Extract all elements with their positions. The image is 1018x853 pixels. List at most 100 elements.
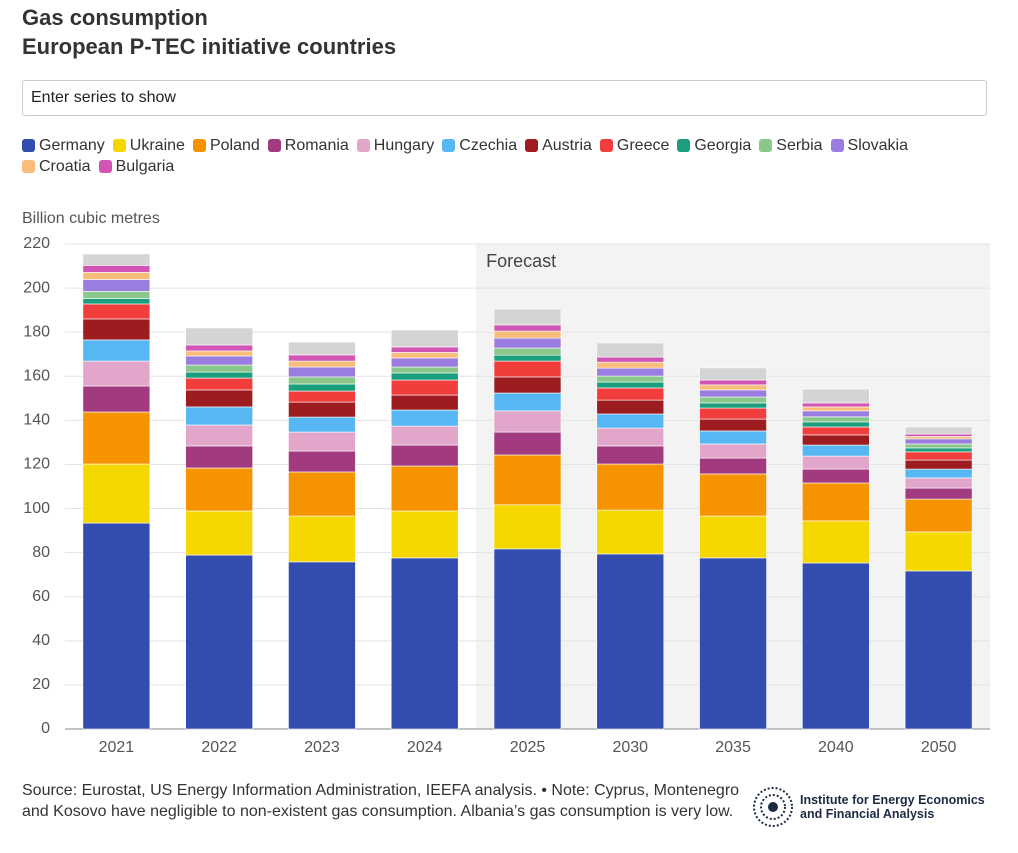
legend-label: Greece: [616, 136, 670, 154]
bar-segment: [699, 430, 767, 445]
y-tick-label: 20: [32, 676, 50, 693]
legend-item[interactable]: Serbia: [759, 136, 823, 155]
bar-segment: [185, 327, 253, 346]
bar-segment: [185, 377, 253, 391]
bar-segment: [596, 387, 665, 401]
legend-label: Romania: [284, 136, 349, 154]
legend-item[interactable]: Bulgaria: [98, 157, 174, 176]
bar-segment: [493, 504, 562, 550]
bar-segment: [82, 279, 151, 292]
bar-segment: [596, 509, 665, 555]
legend-swatch: [192, 139, 206, 152]
bar-segment: [185, 406, 253, 426]
bar-segment: [699, 389, 767, 398]
bar-segment: [493, 410, 562, 433]
bar-segment: [390, 357, 459, 368]
x-tick-label: 2030: [612, 739, 648, 756]
legend-item[interactable]: Greece: [599, 136, 670, 155]
logo-text: Institute for Energy Economics and Finan…: [800, 793, 985, 821]
bar-segment: [699, 367, 767, 381]
legend-label: Croatia: [39, 157, 91, 175]
legend-item[interactable]: Czechia: [442, 136, 517, 155]
chart-subtitle: European P-TEC initiative countries: [22, 34, 397, 59]
bar-segment: [802, 455, 870, 470]
legend-swatch: [267, 139, 281, 152]
bar-segment: [802, 402, 870, 408]
forecast-label: Forecast: [486, 251, 556, 271]
bar-segment: [802, 426, 870, 436]
bar-segment: [185, 344, 253, 352]
bar-segment: [904, 498, 973, 533]
bar-segment: [288, 366, 356, 378]
bar-segment: [288, 383, 356, 392]
bar-segment: [802, 416, 870, 423]
legend-item[interactable]: Austria: [525, 136, 592, 155]
bar-segment: [82, 298, 151, 305]
bar-segment: [82, 522, 151, 730]
bar-segment: [390, 510, 459, 559]
bar-segment: [390, 372, 459, 381]
bar-segment: [390, 409, 459, 427]
x-tick-label: 2024: [407, 739, 443, 756]
legend-swatch: [22, 160, 35, 173]
bar-segment: [185, 445, 253, 469]
y-axis-title: Billion cubic metres: [22, 210, 160, 227]
bar-segment: [288, 360, 356, 368]
bar-segment: [390, 346, 459, 353]
bar-segment: [904, 438, 973, 445]
series-search[interactable]: Enter series to show: [22, 80, 987, 116]
x-tick-label: 2025: [510, 739, 546, 756]
legend-swatch: [677, 139, 691, 152]
bar-segment: [185, 467, 253, 512]
y-tick-label: 100: [23, 500, 50, 517]
legend-item[interactable]: Ukraine: [112, 136, 185, 155]
bar-segment: [493, 347, 562, 356]
bar-segment: [904, 477, 973, 489]
bar-segment: [185, 510, 253, 556]
legend-item[interactable]: Poland: [192, 136, 260, 155]
bar-segment: [596, 375, 665, 383]
y-tick-label: 200: [23, 279, 50, 296]
bar-segment: [596, 445, 665, 465]
legend-item[interactable]: Slovakia: [830, 136, 908, 155]
legend-label: Austria: [542, 136, 592, 154]
bar-segment: [802, 410, 870, 418]
y-tick-label: 0: [41, 720, 50, 737]
legend-item[interactable]: Georgia: [677, 136, 751, 155]
bar-segment: [699, 384, 767, 391]
bar-segment: [699, 515, 767, 559]
legend-swatch: [525, 139, 539, 152]
bar-segment: [596, 381, 665, 389]
bar-segment: [904, 570, 973, 730]
bar-segment: [288, 376, 356, 385]
legend-item[interactable]: Hungary: [356, 136, 434, 155]
bar-segment: [802, 468, 870, 484]
bar-segment: [288, 401, 356, 418]
bar-segment: [699, 407, 767, 420]
y-tick-label: 60: [32, 588, 50, 605]
bar-segment: [288, 390, 356, 403]
bar-segment: [185, 355, 253, 366]
bar-segment: [390, 394, 459, 411]
bar-segment: [288, 450, 356, 473]
legend-label: Serbia: [776, 136, 823, 154]
bar-segment: [904, 487, 973, 500]
legend-item[interactable]: Croatia: [22, 157, 91, 176]
bar-segment: [596, 399, 665, 415]
bar-segment: [390, 352, 459, 359]
bar-segment: [82, 265, 151, 273]
bar-segment: [288, 561, 356, 730]
logo-globe: [753, 787, 793, 827]
bar-segment: [185, 371, 253, 379]
bar-segment: [493, 431, 562, 456]
legend-swatch: [830, 139, 844, 152]
bar-segment: [596, 413, 665, 429]
bar-segment: [802, 520, 870, 564]
bar-segment: [390, 329, 459, 348]
legend-item[interactable]: Romania: [267, 136, 349, 155]
bar-segment: [596, 356, 665, 363]
legend-item[interactable]: Germany: [22, 136, 105, 155]
bar-segment: [82, 385, 151, 413]
